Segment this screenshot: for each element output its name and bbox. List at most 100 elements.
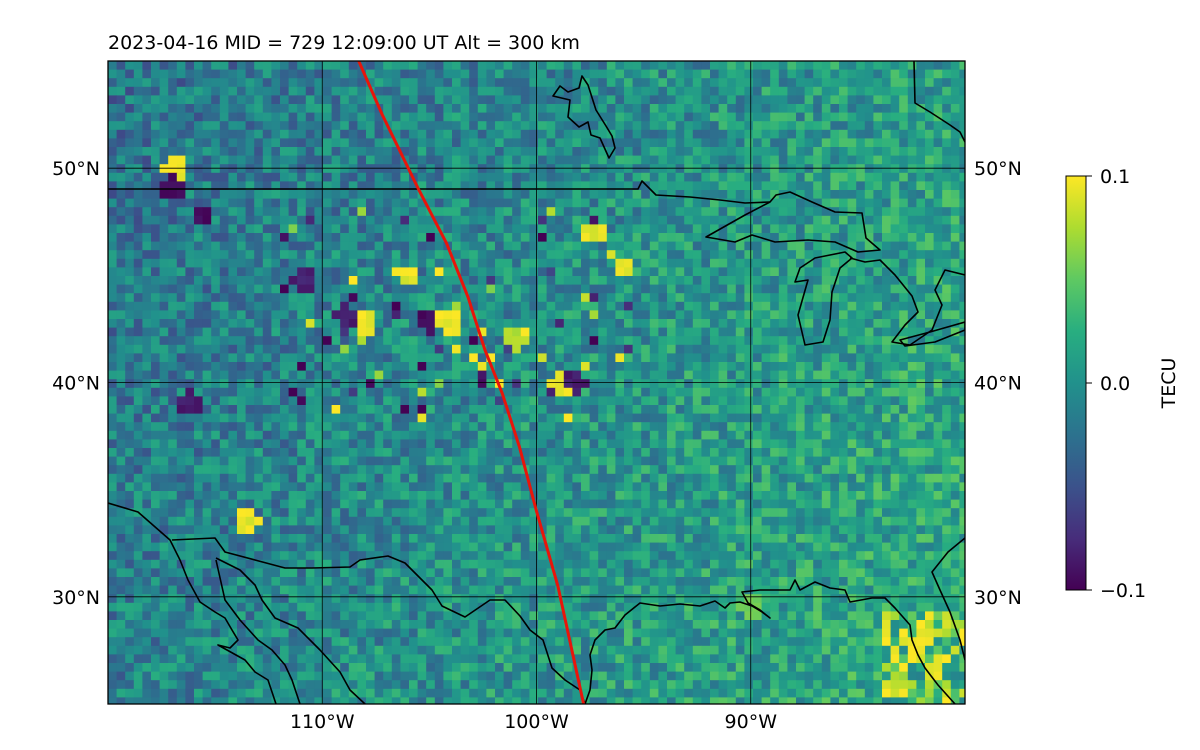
tec-cell (357, 207, 367, 217)
tec-cell (434, 456, 444, 466)
tec-cell (710, 448, 719, 457)
tec-cell (469, 482, 479, 492)
tec-cell (452, 310, 461, 320)
tec-cell (830, 405, 840, 414)
tec-cell (271, 164, 281, 174)
tec-cell (942, 301, 952, 311)
tec-cell (142, 172, 152, 182)
tec-cell (185, 181, 195, 191)
tec-cell (503, 319, 513, 328)
tec-cell (864, 344, 874, 354)
tec-cell (314, 172, 324, 182)
tec-cell (366, 250, 375, 260)
tec-cell (125, 482, 135, 492)
tec-cell (108, 319, 117, 328)
tec-cell (727, 336, 737, 346)
tec-cell (959, 155, 965, 165)
tec-cell (890, 396, 900, 406)
tec-cell (821, 250, 831, 260)
tec-cell (262, 86, 272, 96)
tec-cell (159, 181, 169, 191)
tec-cell (254, 327, 264, 337)
tec-cell (219, 78, 229, 88)
tec-cell (950, 301, 960, 311)
tec-cell (589, 430, 599, 440)
tec-cell (606, 86, 616, 96)
tec-cell (770, 215, 780, 225)
tec-cell (761, 224, 771, 234)
tec-cell (460, 276, 470, 285)
tec-cell (142, 301, 152, 311)
tec-cell (340, 465, 350, 475)
tec-cell (899, 353, 909, 363)
tec-cell (658, 95, 668, 105)
tec-cell (864, 448, 874, 457)
tec-cell (890, 310, 900, 320)
tec-cell (151, 422, 160, 432)
tec-cell (374, 413, 384, 423)
tec-cell (641, 430, 651, 440)
tec-cell (185, 465, 195, 475)
tec-cell (125, 241, 135, 251)
tec-cell (288, 95, 298, 105)
tec-cell (503, 465, 513, 475)
tec-cell (176, 353, 186, 363)
tec-cell (400, 224, 410, 234)
tec-cell (735, 293, 745, 303)
tec-cell (572, 362, 582, 371)
tec-cell (718, 267, 728, 277)
tec-cell (254, 104, 264, 113)
tec-cell (391, 164, 401, 174)
tec-cell (340, 439, 350, 449)
tec-cell (727, 362, 737, 371)
tec-cell (262, 336, 272, 346)
tec-cell (710, 456, 719, 466)
tec-cell (821, 198, 831, 208)
tec-cell (675, 241, 685, 251)
tec-cell (219, 439, 229, 449)
tec-cell (108, 353, 117, 363)
tec-cell (477, 353, 487, 363)
tec-cell (168, 293, 178, 303)
tec-cell (589, 293, 599, 303)
tec-cell (366, 327, 375, 337)
tec-cell (228, 482, 238, 492)
tec-cell (185, 396, 195, 406)
tec-cell (959, 104, 965, 113)
tec-cell (727, 241, 737, 251)
tec-cell (864, 78, 874, 88)
tec-cell (176, 61, 186, 70)
tec-cell (228, 61, 238, 70)
tec-cell (125, 155, 135, 165)
tec-cell (589, 147, 599, 156)
tec-cell (830, 215, 840, 225)
tec-cell (641, 301, 651, 311)
tec-cell (546, 215, 556, 225)
tec-cell (228, 276, 238, 285)
tec-cell (245, 310, 255, 320)
tec-cell (159, 482, 169, 492)
tec-cell (959, 353, 965, 363)
tec-cell (692, 301, 702, 311)
tec-cell (770, 430, 780, 440)
tec-cell (391, 387, 401, 397)
tec-cell (297, 301, 307, 311)
tec-cell (202, 104, 212, 113)
tec-cell (890, 207, 900, 217)
tec-cell (770, 181, 780, 191)
tec-cell (400, 112, 410, 122)
tec-cell (890, 181, 900, 191)
tec-cell (735, 121, 745, 131)
tec-cell (383, 353, 393, 363)
tec-cell (821, 190, 831, 199)
tec-cell (151, 190, 160, 199)
tec-cell (477, 190, 487, 199)
tec-cell (735, 422, 745, 432)
tec-cell (108, 276, 117, 285)
tec-cell (176, 336, 186, 346)
tec-cell (839, 344, 848, 354)
tec-cell (864, 250, 874, 260)
tec-cell (305, 387, 315, 397)
tec-cell (271, 344, 281, 354)
tec-cell (168, 456, 178, 466)
